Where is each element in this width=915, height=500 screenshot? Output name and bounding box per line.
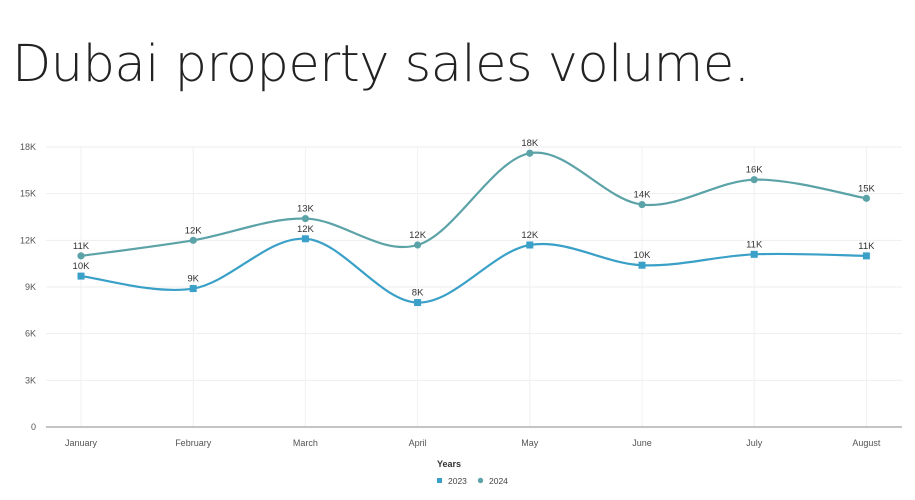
legend-label: 2024	[489, 476, 508, 486]
data-label-2024: 18K	[521, 138, 539, 149]
data-label-2024: 13K	[297, 204, 315, 215]
data-labels: 11K 12K 13K 12K 18K 14K 16K 15K 10K 9K 12K 8K 12K 10K…	[73, 138, 876, 298]
x-tick-label: February	[175, 438, 212, 448]
y-tick-label: 15K	[20, 189, 36, 199]
x-tick-label: May	[521, 438, 539, 448]
x-axis: January February March April May June July Augu…	[46, 426, 902, 448]
data-point-2024[interactable]	[301, 214, 309, 223]
y-axis: 0 3K 6K 9K 12K 15K 18K	[20, 142, 36, 432]
y-tick-label: 6K	[25, 329, 36, 339]
series-line-2023	[80, 237, 867, 304]
data-label-2024: 11K	[73, 241, 90, 252]
x-tick-label: June	[632, 438, 652, 448]
data-point-2024[interactable]	[77, 252, 85, 260]
y-tick-label: 0	[31, 422, 36, 432]
grid	[46, 146, 902, 427]
data-label-2023: 8K	[412, 288, 424, 299]
series-line-2024	[80, 151, 867, 257]
data-point-2023[interactable]	[301, 235, 309, 243]
legend-item-2024[interactable]: 2024	[477, 476, 508, 486]
data-label-2023: 10K	[634, 250, 652, 261]
legend-item-2023[interactable]: 2023	[437, 476, 467, 486]
x-tick-label: April	[409, 438, 427, 448]
legend-label: 2023	[448, 476, 467, 486]
data-point-2024[interactable]	[862, 194, 871, 202]
y-tick-label: 18K	[20, 142, 36, 152]
data-label-2023: 11K	[858, 241, 875, 252]
data-label-2024: 12K	[185, 225, 203, 236]
data-point-2024[interactable]	[526, 149, 534, 157]
data-label-2024: 12K	[409, 230, 427, 241]
data-point-2023[interactable]	[414, 299, 422, 307]
x-tick-label: July	[746, 438, 763, 448]
x-tick-label: January	[65, 438, 98, 448]
data-label-2024: 15K	[858, 183, 876, 194]
legend-title: Years	[437, 459, 461, 469]
data-label-2023: 12K	[297, 224, 315, 235]
data-label-2024: 14K	[634, 190, 652, 201]
y-tick-label: 12K	[20, 235, 36, 245]
legend-marker-square-icon	[437, 478, 442, 483]
data-label-2023: 12K	[521, 230, 539, 241]
data-point-2024[interactable]	[638, 200, 646, 209]
data-label-2023: 9K	[187, 274, 199, 285]
legend-marker-circle-icon	[477, 477, 484, 484]
x-tick-label: August	[852, 438, 881, 448]
data-point-2023[interactable]	[862, 252, 870, 260]
data-point-2023[interactable]	[526, 241, 534, 249]
data-point-2023[interactable]	[750, 250, 758, 258]
y-tick-label: 3K	[25, 375, 36, 385]
data-point-2023[interactable]	[189, 285, 197, 293]
data-point-2023[interactable]	[638, 261, 646, 269]
data-label-2023: 11K	[746, 239, 763, 250]
data-point-2024[interactable]	[189, 236, 197, 244]
data-label-2024: 16K	[746, 165, 764, 176]
data-label-2023: 10K	[73, 261, 91, 272]
data-point-2024[interactable]	[414, 241, 422, 249]
data-point-2024[interactable]	[750, 176, 758, 184]
series	[77, 149, 871, 307]
data-point-2023[interactable]	[77, 272, 85, 280]
legend[interactable]: Years 2023 2024	[437, 459, 508, 486]
page-title: Dubai property sales volume.	[12, 35, 750, 94]
y-tick-label: 9K	[25, 282, 36, 292]
x-tick-label: March	[293, 438, 318, 448]
